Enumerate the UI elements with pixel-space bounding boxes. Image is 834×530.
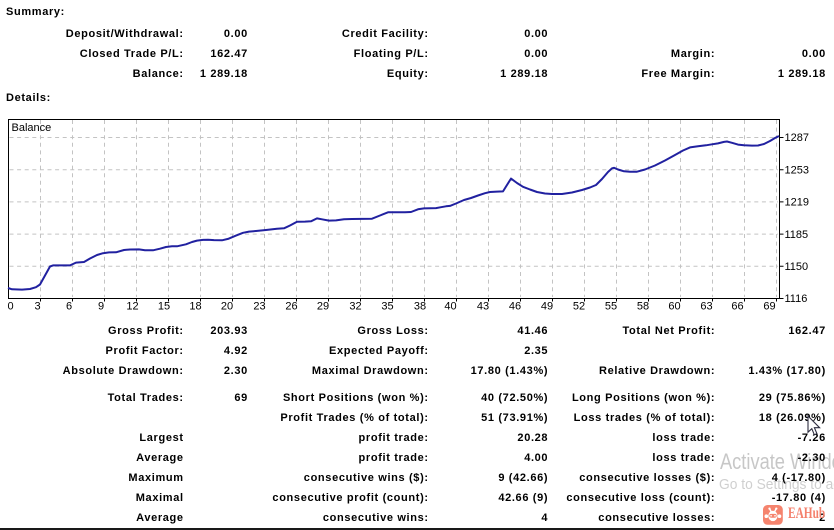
- svg-text:66: 66: [731, 301, 743, 313]
- svg-text:40: 40: [444, 301, 456, 313]
- svg-text:3: 3: [34, 301, 40, 313]
- svg-text:46: 46: [509, 301, 521, 313]
- svg-text:23: 23: [253, 301, 265, 313]
- svg-text:12: 12: [126, 301, 138, 313]
- svg-text:1219: 1219: [785, 197, 809, 209]
- svg-text:35: 35: [381, 301, 393, 313]
- svg-text:6: 6: [66, 301, 72, 313]
- svg-text:69: 69: [763, 301, 775, 313]
- svg-text:38: 38: [414, 301, 426, 313]
- svg-text:9: 9: [98, 301, 104, 313]
- svg-text:1150: 1150: [785, 261, 809, 273]
- svg-text:52: 52: [573, 301, 585, 313]
- svg-text:58: 58: [637, 301, 649, 313]
- svg-text:1253: 1253: [785, 164, 809, 176]
- svg-text:15: 15: [158, 301, 170, 313]
- svg-text:60: 60: [668, 301, 680, 313]
- svg-text:43: 43: [477, 301, 489, 313]
- svg-text:63: 63: [700, 301, 712, 313]
- svg-text:1185: 1185: [785, 229, 809, 241]
- svg-text:29: 29: [317, 301, 329, 313]
- svg-text:20: 20: [221, 301, 233, 313]
- svg-text:55: 55: [605, 301, 617, 313]
- svg-text:26: 26: [285, 301, 297, 313]
- svg-text:1116: 1116: [785, 293, 808, 305]
- svg-text:49: 49: [541, 301, 553, 313]
- svg-text:Balance: Balance: [12, 122, 52, 134]
- svg-text:1287: 1287: [785, 132, 809, 144]
- svg-text:0: 0: [7, 301, 13, 313]
- svg-text:18: 18: [189, 301, 201, 313]
- svg-text:32: 32: [349, 301, 361, 313]
